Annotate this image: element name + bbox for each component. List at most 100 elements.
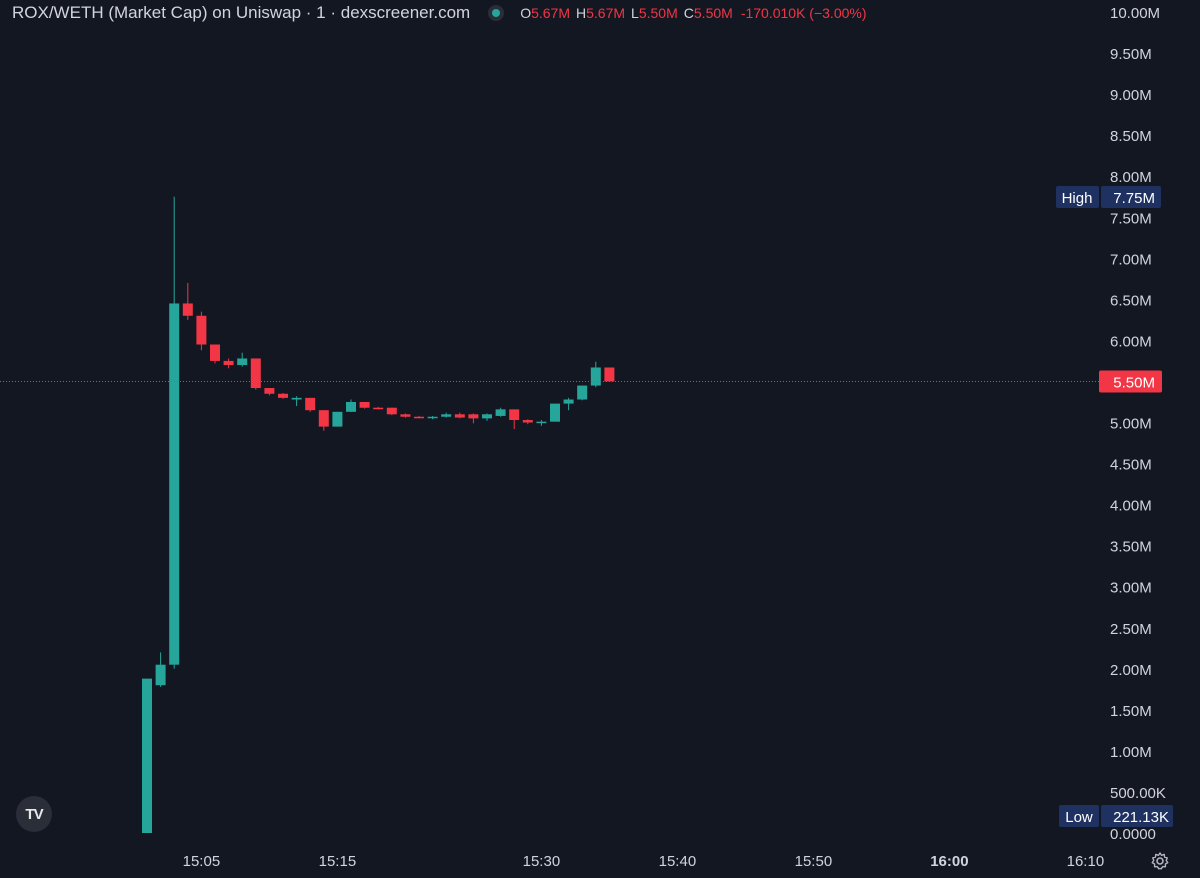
candle-body	[427, 416, 438, 419]
candle-body	[386, 407, 397, 415]
candle-body	[373, 407, 384, 410]
market-status-icon	[488, 5, 505, 21]
candle-down[interactable]	[278, 392, 288, 399]
candle-body	[454, 414, 465, 418]
y-tick-label: 1.00M	[1110, 744, 1152, 761]
candle-up[interactable]	[577, 385, 588, 401]
candle-down[interactable]	[522, 419, 533, 425]
candle-body	[495, 409, 506, 416]
candle-up[interactable]	[169, 196, 180, 669]
candle-down[interactable]	[604, 367, 615, 382]
x-tick-label: 15:40	[659, 853, 697, 870]
candle-body	[536, 421, 547, 424]
y-tick-label: 7.50M	[1110, 210, 1152, 227]
candle-body	[237, 358, 248, 366]
chart-title: ROX/WETH (Market Cap) on Uniswap · 1 · d…	[12, 3, 471, 22]
candle-up[interactable]	[332, 411, 343, 427]
candle-body	[590, 367, 601, 386]
candle-body	[182, 303, 193, 316]
change-value: -170.010K (−3.00%)	[740, 5, 867, 21]
y-tick-label: 8.00M	[1110, 169, 1152, 186]
candle-body	[210, 344, 220, 361]
y-tick-label: 7.00M	[1110, 251, 1152, 268]
candle-body	[291, 397, 302, 400]
close-key: C	[683, 5, 694, 21]
current-price-label: 5.50M	[1113, 374, 1155, 391]
high-value-label: 7.75M	[1113, 190, 1155, 207]
candle-body	[550, 403, 560, 422]
high-tag-box	[1056, 186, 1099, 208]
candle-down[interactable]	[359, 401, 370, 409]
low-tag-label: Low	[1065, 809, 1093, 826]
candle-down[interactable]	[509, 409, 520, 430]
candle-up[interactable]	[563, 397, 574, 411]
candle-down[interactable]	[454, 412, 465, 419]
candle-body	[468, 414, 479, 419]
ohlc-values: O 5.67M H 5.67M L 5.50M C 5.50M -170.010K (−…	[514, 5, 866, 21]
candle-up[interactable]	[495, 407, 506, 417]
price-axis[interactable]: 10.00M 9.50M 9.00M 8.50M 8.00M 7.50M 7.00M 6.50…	[1110, 5, 1166, 843]
price-labels: 5.50M High 7.75M Low 221.13K	[1056, 186, 1173, 827]
candle-down[interactable]	[373, 406, 384, 410]
candle-up[interactable]	[291, 396, 302, 407]
open-key: O	[520, 5, 532, 21]
high-value: 5.67M	[586, 5, 626, 21]
low-value: 5.50M	[638, 5, 678, 21]
candle-up[interactable]	[590, 361, 601, 388]
candle-down[interactable]	[250, 358, 261, 390]
candle-up[interactable]	[155, 652, 166, 687]
candles-layer	[142, 196, 615, 833]
candle-body	[577, 385, 588, 400]
current-price-box	[1099, 370, 1162, 393]
candle-body	[223, 360, 234, 366]
candle-up[interactable]	[536, 420, 547, 426]
gear-icon[interactable]	[1150, 851, 1170, 871]
low-value-box	[1101, 805, 1173, 827]
low-tag-box	[1059, 805, 1099, 827]
candle-body	[346, 401, 356, 412]
y-tick-label: 8.50M	[1110, 128, 1152, 145]
tradingview-logo-icon[interactable]: TV	[16, 796, 52, 832]
candle-down[interactable]	[400, 413, 411, 418]
candle-body	[563, 399, 574, 404]
chart-legend: ROX/WETH (Market Cap) on Uniswap · 1 · d…	[12, 2, 867, 24]
candle-body	[522, 420, 533, 423]
y-tick-label: 1.50M	[1110, 703, 1152, 720]
candle-body	[169, 303, 180, 665]
candle-down[interactable]	[414, 415, 424, 419]
candle-up[interactable]	[142, 678, 152, 833]
candle-up[interactable]	[346, 399, 356, 412]
candle-down[interactable]	[305, 397, 316, 412]
candle-up[interactable]	[482, 413, 492, 421]
candle-body	[509, 409, 520, 421]
candle-body	[332, 411, 343, 427]
candle-down[interactable]	[318, 410, 329, 431]
candle-body	[441, 414, 452, 417]
candle-up[interactable]	[237, 352, 248, 367]
candle-down[interactable]	[223, 358, 234, 369]
candle-down[interactable]	[196, 311, 207, 351]
candle-body	[400, 414, 411, 417]
candle-down[interactable]	[386, 407, 397, 416]
candle-body	[278, 393, 288, 398]
candle-down[interactable]	[264, 388, 275, 396]
x-tick-label: 16:00	[930, 853, 968, 870]
y-tick-label: 3.50M	[1110, 539, 1152, 556]
candle-down[interactable]	[210, 344, 220, 364]
candle-body	[142, 678, 152, 833]
y-tick-label: 4.50M	[1110, 457, 1152, 474]
time-axis[interactable]: 15:05 15:15 15:30 15:40 15:50 16:00 16:10	[183, 853, 1105, 870]
y-tick-label: 6.50M	[1110, 292, 1152, 309]
close-value: 5.50M	[693, 5, 733, 21]
y-tick-label: 0.0000	[1110, 826, 1156, 843]
candle-down[interactable]	[468, 413, 479, 424]
candle-up[interactable]	[550, 403, 560, 422]
candle-up[interactable]	[427, 415, 438, 420]
y-tick-label: 4.00M	[1110, 498, 1152, 515]
y-tick-label: 5.00M	[1110, 416, 1152, 433]
candle-down[interactable]	[182, 282, 193, 320]
low-value-label: 221.13K	[1113, 809, 1169, 826]
candle-up[interactable]	[441, 412, 452, 418]
candle-body	[196, 315, 207, 345]
